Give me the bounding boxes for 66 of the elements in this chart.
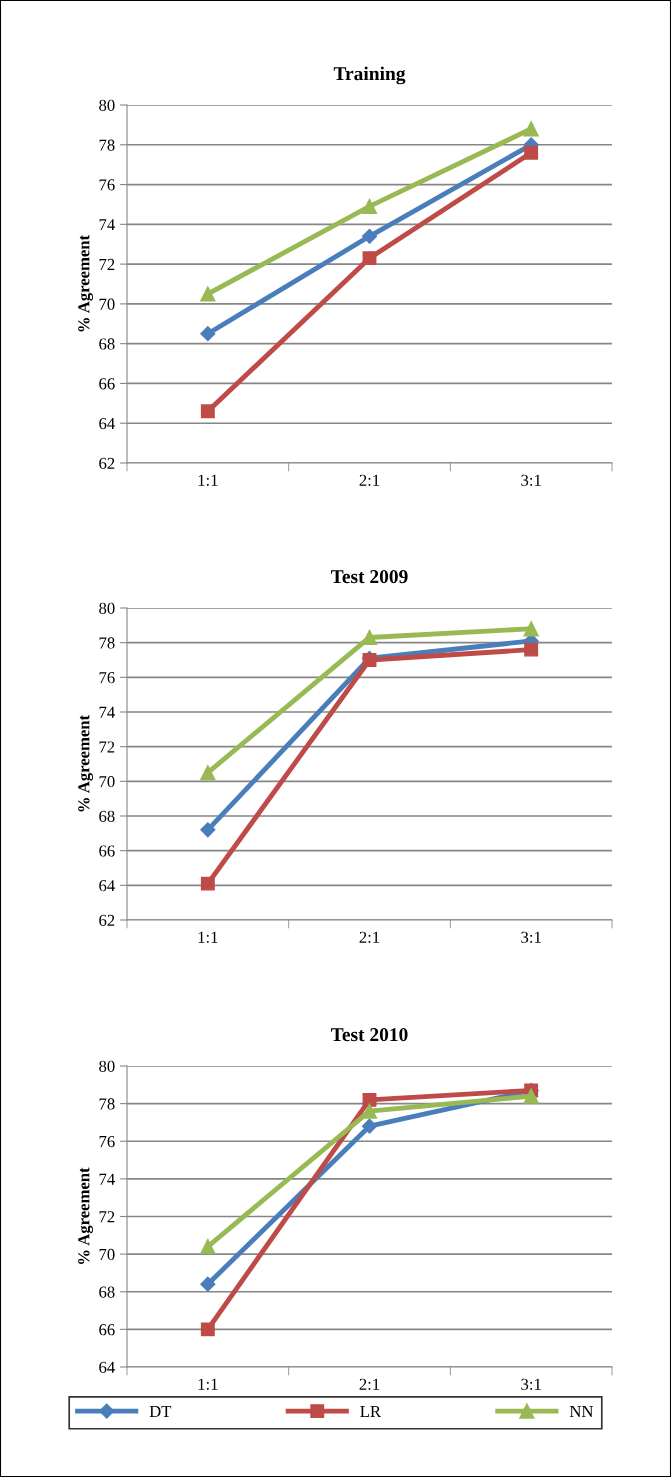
legend-label: DT [149,1405,172,1417]
y-axis-title: % Agreement [78,234,93,332]
y-tick-label: 80 [99,1060,115,1072]
y-tick-label: 78 [99,1098,115,1110]
legend-label: NN [569,1405,594,1417]
x-tick-label: 1:1 [198,1378,218,1390]
y-tick-label: 80 [99,99,115,111]
y-tick-label: 68 [99,1286,115,1298]
point [200,822,216,838]
point [524,642,539,657]
y-tick-label: 76 [99,1136,115,1148]
y-tick-label: 66 [99,845,115,857]
y-tick-label: 70 [99,776,115,788]
y-tick-label: 68 [99,810,115,822]
point [523,121,539,137]
y-tick-label: 62 [99,457,115,469]
point [200,876,215,891]
y-tick-label: 78 [99,139,115,151]
point [362,1092,377,1107]
y-tick-label: 74 [99,706,115,718]
y-tick-label: 76 [99,179,115,191]
y-tick-label: 76 [99,672,115,684]
y-tick-label: 66 [99,1324,115,1336]
x-tick-label: 3:1 [521,474,541,486]
point [200,326,216,342]
point [361,1118,378,1134]
point [361,198,378,215]
y-tick-label: 74 [99,1173,115,1185]
x-tick-label: 1:1 [198,931,218,943]
point [362,251,377,266]
legend-label: LR [360,1405,382,1417]
point [200,286,216,302]
x-tick-label: 1:1 [198,474,218,486]
x-tick-label: 2:1 [359,474,380,486]
chart-title: Test 2010 [330,1028,408,1042]
y-tick-label: 72 [99,258,115,270]
chart-title: Training [333,66,406,85]
point [200,1276,216,1292]
point [524,145,539,160]
y-tick-label: 64 [99,880,115,892]
x-tick-label: 2:1 [359,1378,380,1390]
point [361,228,378,244]
y-tick-label: 72 [99,1211,115,1223]
point [200,1322,215,1337]
y-tick-label: 80 [99,602,115,614]
y-tick-label: 70 [99,1248,115,1261]
y-tick-label: 62 [99,914,115,926]
y-tick-label: 74 [99,219,115,231]
y-tick-label: 64 [99,417,115,430]
point [200,1238,216,1255]
point [200,404,215,419]
y-tick-label: 68 [99,338,115,350]
y-tick-label: 78 [99,637,115,649]
point [523,1088,539,1104]
chart-title: Test 2009 [330,570,408,584]
x-tick-label: 3:1 [521,1378,541,1390]
x-tick-label: 3:1 [521,931,541,943]
point [200,765,216,781]
y-tick-label: 64 [99,1361,115,1373]
y-tick-label: 72 [99,741,115,753]
y-axis-title: % Agreement [78,714,93,812]
y-axis-title: % Agreement [78,1167,93,1264]
x-tick-label: 2:1 [359,931,380,943]
y-tick-label: 66 [99,378,115,390]
y-tick-label: 70 [99,298,115,310]
point [523,621,539,637]
